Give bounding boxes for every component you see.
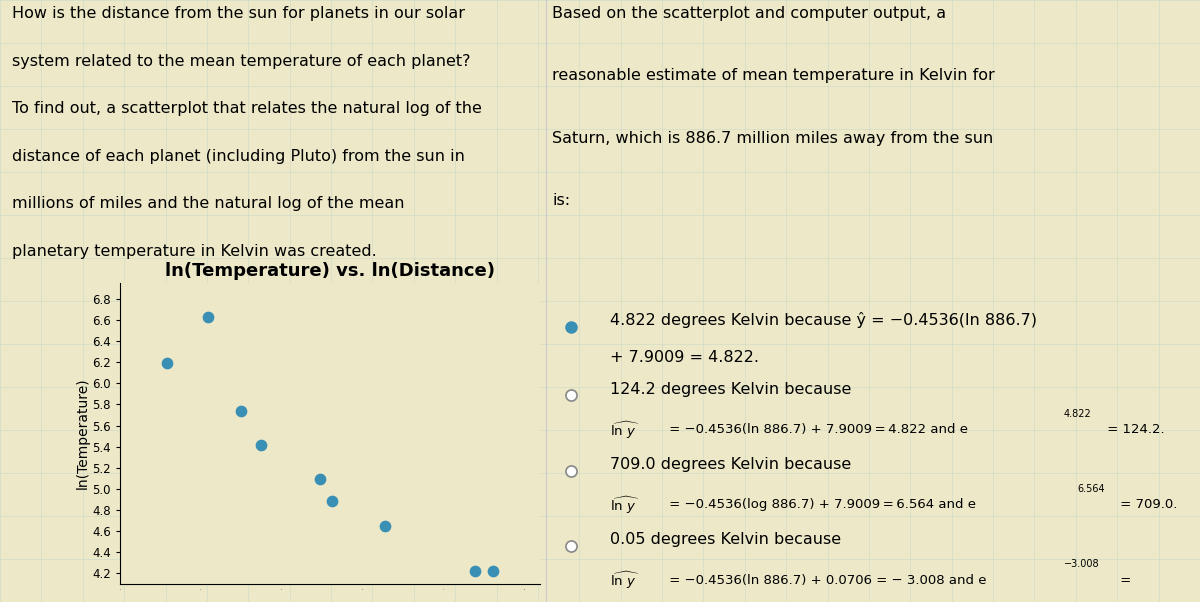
Point [157, 358, 176, 368]
Text: Saturn, which is 886.7 million miles away from the sun: Saturn, which is 886.7 million miles awa… [552, 131, 994, 146]
Text: millions of miles and the natural log of the mean: millions of miles and the natural log of… [12, 196, 404, 211]
Text: 6.564: 6.564 [1076, 484, 1104, 494]
Text: = −0.4536(ln 886.7) + 0.0706 = − 3.008 and e: = −0.4536(ln 886.7) + 0.0706 = − 3.008 a… [665, 574, 986, 586]
Text: = 709.0.: = 709.0. [1116, 498, 1177, 512]
Text: reasonable estimate of mean temperature in Kelvin for: reasonable estimate of mean temperature … [552, 68, 995, 83]
Point [484, 566, 503, 576]
Text: $\widehat{\mathrm{ln}\ y}$: $\widehat{\mathrm{ln}\ y}$ [611, 494, 640, 516]
Text: distance of each planet (including Pluto) from the sun in: distance of each planet (including Pluto… [12, 149, 464, 164]
Text: system related to the mean temperature of each planet?: system related to the mean temperature o… [12, 54, 470, 69]
Point [232, 406, 251, 415]
Text: = −0.4536(ln 886.7) + 7.9009 = 4.822 and e: = −0.4536(ln 886.7) + 7.9009 = 4.822 and… [665, 423, 968, 436]
Text: Based on the scatterplot and computer output, a: Based on the scatterplot and computer ou… [552, 6, 946, 21]
Point [466, 566, 485, 576]
Text: =: = [1116, 574, 1132, 586]
Point [198, 312, 217, 321]
Text: 0.05 degrees Kelvin because: 0.05 degrees Kelvin because [611, 532, 841, 547]
Text: $\widehat{\mathrm{ln}\ y}$: $\widehat{\mathrm{ln}\ y}$ [611, 569, 640, 591]
Text: 709.0 degrees Kelvin because: 709.0 degrees Kelvin because [611, 457, 852, 472]
Title: ln(Temperature) vs. ln(Distance): ln(Temperature) vs. ln(Distance) [166, 262, 496, 280]
Text: + 7.9009 = 4.822.: + 7.9009 = 4.822. [611, 350, 760, 365]
Text: 4.822 degrees Kelvin because ŷ = −0.4536(ln 886.7): 4.822 degrees Kelvin because ŷ = −0.4536… [611, 312, 1037, 328]
Text: How is the distance from the sun for planets in our solar: How is the distance from the sun for pla… [12, 6, 466, 21]
Text: = 124.2.: = 124.2. [1103, 423, 1164, 436]
Point [251, 439, 270, 449]
Text: is:: is: [552, 193, 570, 208]
Text: −3.008: −3.008 [1064, 559, 1099, 569]
Text: To find out, a scatterplot that relates the natural log of the: To find out, a scatterplot that relates … [12, 101, 482, 116]
Point [323, 495, 342, 505]
Point [311, 474, 330, 484]
Text: = −0.4536(log 886.7) + 7.9009 = 6.564 and e: = −0.4536(log 886.7) + 7.9009 = 6.564 an… [665, 498, 977, 512]
Point [376, 521, 395, 531]
Text: 124.2 degrees Kelvin because: 124.2 degrees Kelvin because [611, 382, 852, 397]
Text: 4.822: 4.822 [1064, 409, 1092, 419]
Text: planetary temperature in Kelvin was created.: planetary temperature in Kelvin was crea… [12, 244, 377, 259]
Text: $\widehat{\mathrm{ln}\ y}$: $\widehat{\mathrm{ln}\ y}$ [611, 419, 640, 441]
Y-axis label: ln(Temperature): ln(Temperature) [76, 377, 90, 489]
